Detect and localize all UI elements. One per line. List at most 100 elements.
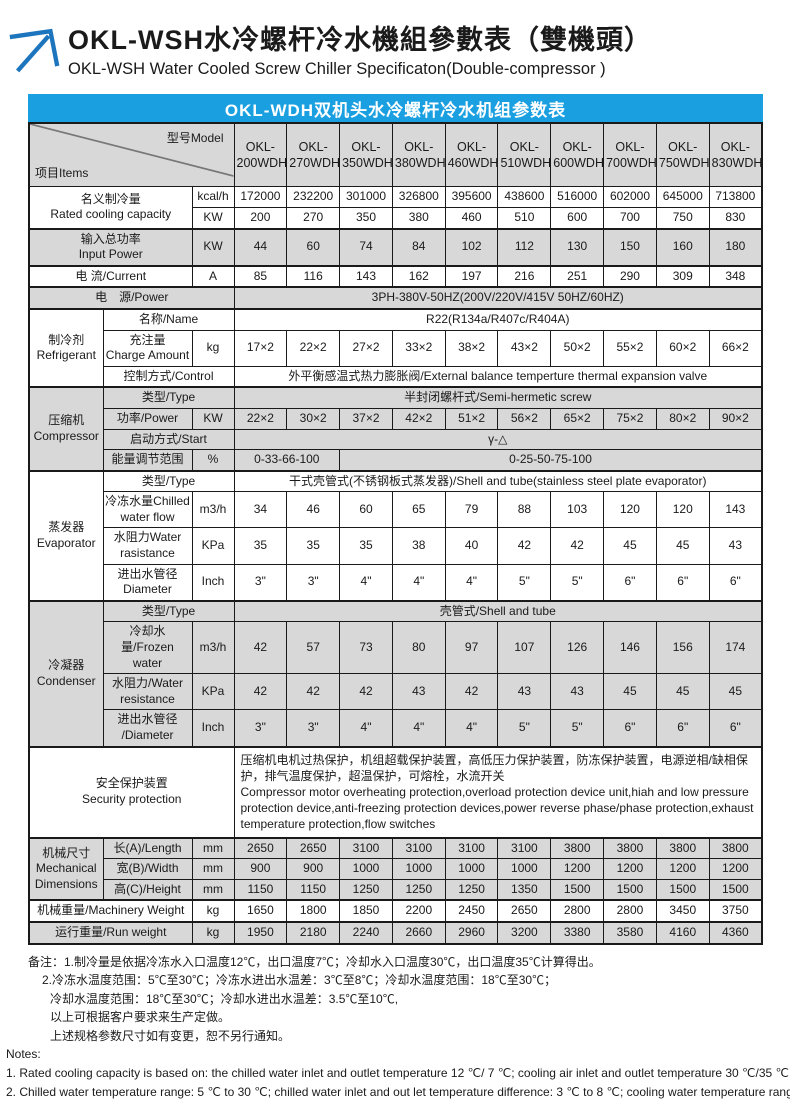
value-cell: 46 bbox=[287, 492, 340, 528]
value-cell: 73 bbox=[340, 622, 393, 674]
value-cell: 197 bbox=[445, 266, 498, 288]
notes-section: 备注：1.制冷量是依据冷冻水入口温度12℃，出口温度7℃；冷却水入口温度30℃，… bbox=[6, 953, 790, 1101]
model-header: OKL- 700WDH bbox=[604, 123, 657, 187]
value-cell: 60 bbox=[287, 229, 340, 266]
value-cell: 90×2 bbox=[709, 408, 762, 429]
value-cell: 3PH-380V-50HZ(200V/220V/415V 50HZ/60HZ) bbox=[234, 287, 762, 309]
value-cell: 143 bbox=[709, 492, 762, 528]
value-cell: 80 bbox=[392, 622, 445, 674]
value-cell: 0-33-66-100 bbox=[234, 450, 340, 471]
value-cell: 2650 bbox=[234, 838, 287, 859]
value-cell: 1650 bbox=[234, 900, 287, 922]
value-cell: 143 bbox=[340, 266, 393, 288]
value-cell: 301000 bbox=[340, 187, 393, 208]
value-cell: 1350 bbox=[498, 879, 551, 900]
value-cell: 4" bbox=[340, 564, 393, 601]
value-cell: 326800 bbox=[392, 187, 445, 208]
row-label: 输入总功率 Input Power bbox=[29, 229, 192, 266]
unit-cell: kg bbox=[192, 900, 234, 922]
row-label: 长(A)/Length bbox=[103, 838, 192, 859]
row-label: 水阻力/Water resistance bbox=[103, 674, 192, 710]
value-cell: 2660 bbox=[392, 922, 445, 944]
value-cell: 3100 bbox=[392, 838, 445, 859]
value-cell: 22×2 bbox=[234, 408, 287, 429]
value-cell: 3" bbox=[234, 710, 287, 747]
value-cell: 102 bbox=[445, 229, 498, 266]
value-cell: 56×2 bbox=[498, 408, 551, 429]
value-cell: 1500 bbox=[656, 879, 709, 900]
value-cell: 2800 bbox=[604, 900, 657, 922]
unit-cell: m3/h bbox=[192, 622, 234, 674]
value-cell: 6" bbox=[709, 564, 762, 601]
note-line: 以上可根据客户要求来生产定做。 bbox=[6, 1008, 790, 1027]
value-cell: 干式壳管式(不锈钢板式蒸发器)/Shell and tube(stainless… bbox=[234, 471, 762, 492]
value-cell: 45 bbox=[604, 674, 657, 710]
value-cell: 645000 bbox=[656, 187, 709, 208]
value-cell: 55×2 bbox=[604, 330, 657, 366]
value-cell: 42 bbox=[340, 674, 393, 710]
value-cell: 80×2 bbox=[656, 408, 709, 429]
note-line: Notes: bbox=[6, 1045, 790, 1064]
row-label: 进出水管径 Diameter bbox=[103, 564, 192, 601]
group-label: 压缩机 Compressor bbox=[29, 387, 103, 470]
value-cell: 3200 bbox=[498, 922, 551, 944]
value-cell: 1850 bbox=[340, 900, 393, 922]
value-cell: 44 bbox=[234, 229, 287, 266]
value-cell: 38 bbox=[392, 528, 445, 564]
value-cell: 35 bbox=[234, 528, 287, 564]
value-cell: 45 bbox=[656, 528, 709, 564]
value-cell: 1250 bbox=[445, 879, 498, 900]
row-label: 机械重量/Machinery Weight bbox=[29, 900, 192, 922]
value-cell: 309 bbox=[656, 266, 709, 288]
model-header: OKL- 380WDH bbox=[392, 123, 445, 187]
value-cell: 3100 bbox=[445, 838, 498, 859]
row-label: 进出水管径 /Diameter bbox=[103, 710, 192, 747]
value-cell: 3" bbox=[287, 564, 340, 601]
value-cell: 112 bbox=[498, 229, 551, 266]
model-header: OKL- 510WDH bbox=[498, 123, 551, 187]
value-cell: 34 bbox=[234, 492, 287, 528]
value-cell: 1200 bbox=[656, 859, 709, 880]
value-cell: 2650 bbox=[498, 900, 551, 922]
row-label: 启动方式/Start bbox=[103, 429, 234, 450]
row-label: 类型/Type bbox=[103, 387, 234, 408]
model-header: OKL- 830WDH bbox=[709, 123, 762, 187]
value-cell: 3450 bbox=[656, 900, 709, 922]
value-cell: 6" bbox=[656, 710, 709, 747]
row-label: 类型/Type bbox=[103, 601, 234, 622]
row-label: 安全保护装置 Security protection bbox=[29, 747, 234, 838]
value-cell: 42 bbox=[445, 674, 498, 710]
value-cell: 216 bbox=[498, 266, 551, 288]
unit-cell: KW bbox=[192, 229, 234, 266]
note-line: 冷却水温度范围：18℃至30℃；冷却水进出水温差：3.5℃至10℃, bbox=[6, 990, 790, 1009]
value-cell: 1500 bbox=[551, 879, 604, 900]
value-cell: 2650 bbox=[287, 838, 340, 859]
value-cell: 232200 bbox=[287, 187, 340, 208]
value-cell: 4160 bbox=[656, 922, 709, 944]
value-cell: 1000 bbox=[498, 859, 551, 880]
value-cell: 40 bbox=[445, 528, 498, 564]
value-cell: 33×2 bbox=[392, 330, 445, 366]
value-cell: 438600 bbox=[498, 187, 551, 208]
value-cell: 162 bbox=[392, 266, 445, 288]
value-cell: 35 bbox=[287, 528, 340, 564]
value-cell: 1200 bbox=[551, 859, 604, 880]
unit-cell: kcal/h bbox=[192, 187, 234, 208]
value-cell: 1200 bbox=[604, 859, 657, 880]
value-cell: 103 bbox=[551, 492, 604, 528]
value-cell: 17×2 bbox=[234, 330, 287, 366]
note-line: 2. Chilled water temperature range: 5 ℃ … bbox=[6, 1083, 790, 1101]
value-cell: 43 bbox=[709, 528, 762, 564]
row-label: 运行重量/Run weight bbox=[29, 922, 192, 944]
